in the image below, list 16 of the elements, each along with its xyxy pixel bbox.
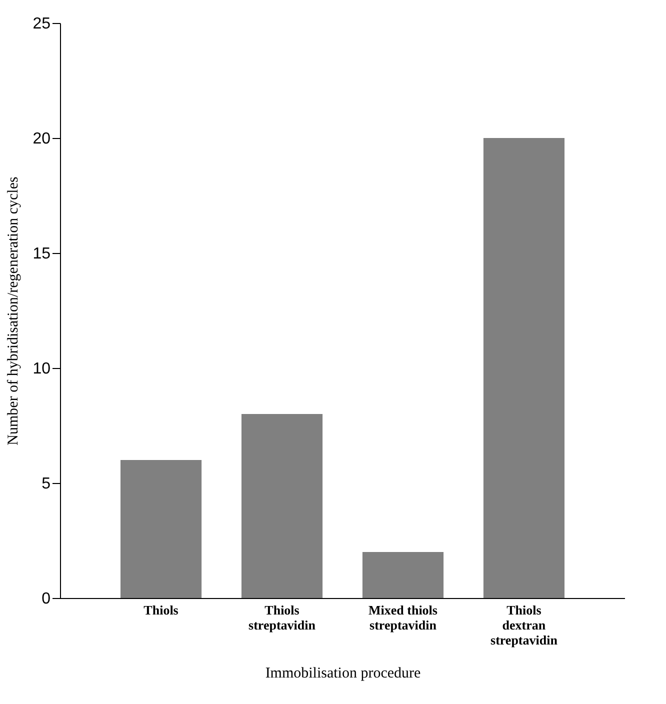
- bar: [120, 460, 202, 598]
- y-tick-label: 20: [32, 130, 51, 148]
- y-axis-title: Number of hybridisation/regeneration cycles: [6, 176, 22, 446]
- x-axis-title: Immobilisation procedure: [265, 666, 422, 682]
- x-tick-label: Thiols dextran streptavidin: [490, 602, 558, 648]
- x-tick-label: Mixed thiols streptavidin: [368, 602, 438, 632]
- y-tick-label: 15: [32, 246, 51, 262]
- y-tick-label: 0: [42, 590, 51, 608]
- bar: [362, 552, 444, 598]
- bar: [241, 414, 323, 598]
- bar: [483, 138, 565, 598]
- y-tick-label: 5: [42, 476, 51, 492]
- x-tick-label: Thiols streptavidin: [248, 602, 316, 632]
- y-tick-label: 10: [32, 360, 51, 378]
- x-tick-label: Thiols: [144, 602, 178, 618]
- y-tick-label: 25: [32, 16, 51, 32]
